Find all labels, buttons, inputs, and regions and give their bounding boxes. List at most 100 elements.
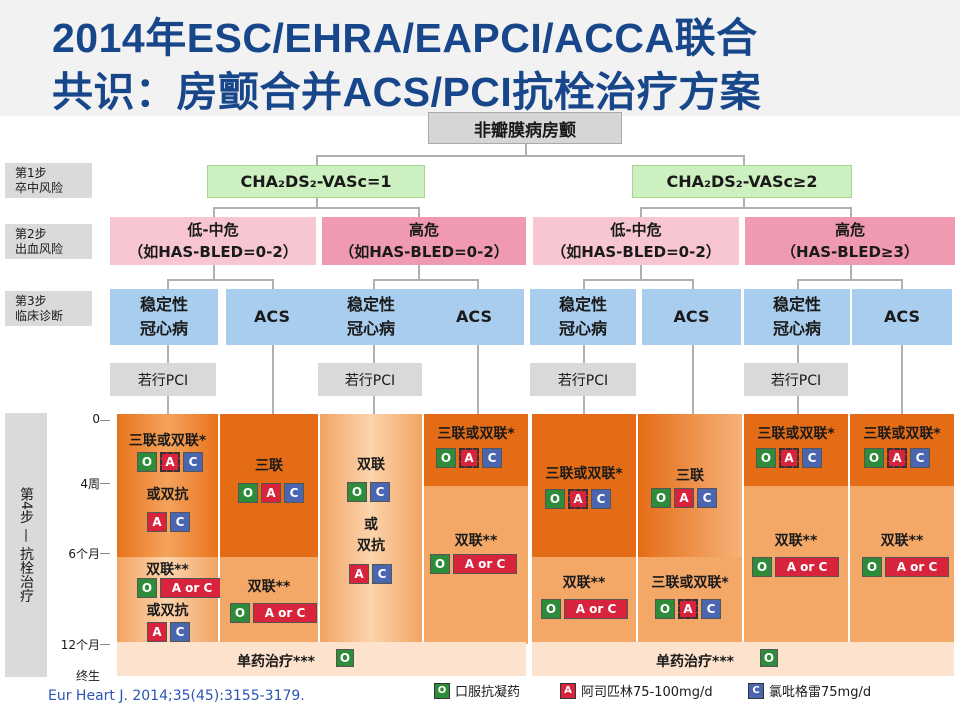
therapy-col6-phase1: [638, 414, 742, 557]
connector: [640, 265, 642, 279]
oac-legend-icon: O: [434, 682, 450, 699]
connector: [167, 396, 169, 414]
clopidogrel-pill: C: [284, 483, 304, 503]
aspirin-pill: A: [674, 488, 694, 508]
stroke-risk-low: CHA₂DS₂-VASc=1: [207, 165, 425, 198]
title-line-2: 共识：房颤合并ACS/PCI抗栓治疗方案: [52, 69, 762, 115]
stable-cad-box-1: 稳定性 冠心病: [110, 289, 218, 345]
oac-pill: O: [436, 448, 456, 468]
therapy-col5-phase1: [532, 414, 636, 557]
clopidogrel-pill: C: [802, 448, 822, 468]
connector: [797, 345, 799, 363]
connector: [316, 155, 318, 165]
aspirin-or-clopidogrel-pill: A or C: [253, 603, 317, 623]
aspirin-or-clopidogrel-pill: A or C: [160, 578, 224, 598]
monotherapy-label: 单药治疗***: [656, 654, 734, 670]
connector: [583, 345, 585, 363]
therapy-label: 双联**: [880, 533, 924, 549]
connector: [743, 198, 745, 208]
legend-text: 阿司匹林75-100mg/d: [581, 685, 713, 700]
connector: [272, 345, 274, 414]
monotherapy-bar-left: [117, 642, 526, 676]
step4-label: 第4步 — 抗栓治疗: [5, 413, 47, 677]
connector: [418, 207, 420, 217]
connector: [477, 279, 479, 289]
connector: [373, 279, 477, 281]
aspirin-pill-optional: A: [779, 448, 799, 468]
connector: [373, 279, 375, 289]
oac-pill: O: [238, 483, 258, 503]
clopidogrel-pill: C: [183, 452, 203, 472]
step1-text: 卒中风险: [15, 181, 64, 195]
therapy-label: 或双抗: [146, 487, 189, 503]
connector: [797, 279, 901, 281]
aspirin-or-clopidogrel-pill: A or C: [564, 599, 628, 619]
oac-pill: O: [655, 599, 675, 619]
step3-number: 第3步: [15, 294, 47, 308]
therapy-label: 三联: [255, 458, 283, 474]
pci-box-4: 若行PCI: [744, 363, 848, 396]
oac-pill: O: [760, 649, 778, 667]
connector: [167, 345, 169, 363]
oac-pill: O: [862, 557, 882, 577]
aspirin-pill: A: [147, 512, 167, 532]
therapy-col1-phase2: [117, 557, 218, 644]
acs-box-2: ACS: [424, 289, 524, 345]
tick-mark: [100, 420, 110, 421]
bleed-risk-low-mid-1: 低-中危 （如HAS-BLED=0-2）: [110, 217, 316, 265]
connector: [640, 207, 642, 217]
bleed-risk-high-2: 高危 （HAS-BLED≥3）: [745, 217, 955, 265]
stable-cad-label: 冠心病: [772, 319, 821, 338]
oac-pill: O: [336, 649, 354, 667]
step1-number: 第1步: [15, 166, 47, 180]
legend-clopidogrel: C 氯吡格雷75mg/d: [748, 681, 871, 700]
therapy-label: 双联**: [774, 533, 818, 549]
therapy-label: 三联: [676, 468, 704, 484]
connector: [213, 207, 418, 209]
connector: [373, 345, 375, 363]
aspirin-pill-optional: A: [887, 448, 907, 468]
connector: [901, 279, 903, 289]
therapy-label: 双联: [357, 457, 385, 473]
therapy-col3: [320, 414, 422, 644]
connector: [167, 279, 272, 281]
therapy-label: 三联或双联*: [757, 426, 835, 442]
connector: [901, 345, 903, 414]
aspirin-pill-optional: A: [678, 599, 698, 619]
connector: [316, 198, 318, 208]
timeline-label-lifelong: 终生: [75, 669, 100, 683]
aspirin-pill: A: [349, 564, 369, 584]
connector: [583, 396, 585, 414]
clopidogrel-pill: C: [372, 564, 392, 584]
tick-mark: [100, 644, 110, 645]
oac-pill: O: [137, 452, 157, 472]
pci-box-2: 若行PCI: [318, 363, 422, 396]
aspirin-legend-icon: A: [560, 682, 576, 699]
clopidogrel-pill: C: [701, 599, 721, 619]
title-band: [0, 0, 960, 116]
clopidogrel-pill: C: [370, 482, 390, 502]
legend-text: 口服抗凝药: [455, 685, 521, 700]
clopidogrel-pill: C: [697, 488, 717, 508]
tick-mark: [100, 483, 110, 484]
therapy-label: 三联或双联*: [545, 466, 623, 482]
step2-text: 出血风险: [15, 242, 64, 256]
clopidogrel-pill: C: [170, 512, 190, 532]
pill-group-mono: O: [760, 649, 778, 667]
timeline-label-12m: 12个月: [60, 638, 100, 652]
step2-number: 第2步: [15, 227, 47, 241]
oac-pill: O: [545, 489, 565, 509]
acs-box-1: ACS: [226, 289, 318, 345]
therapy-label: 双联**: [454, 533, 498, 549]
therapy-label: 三联或双联*: [437, 426, 515, 442]
clopidogrel-legend-icon: C: [748, 682, 764, 699]
